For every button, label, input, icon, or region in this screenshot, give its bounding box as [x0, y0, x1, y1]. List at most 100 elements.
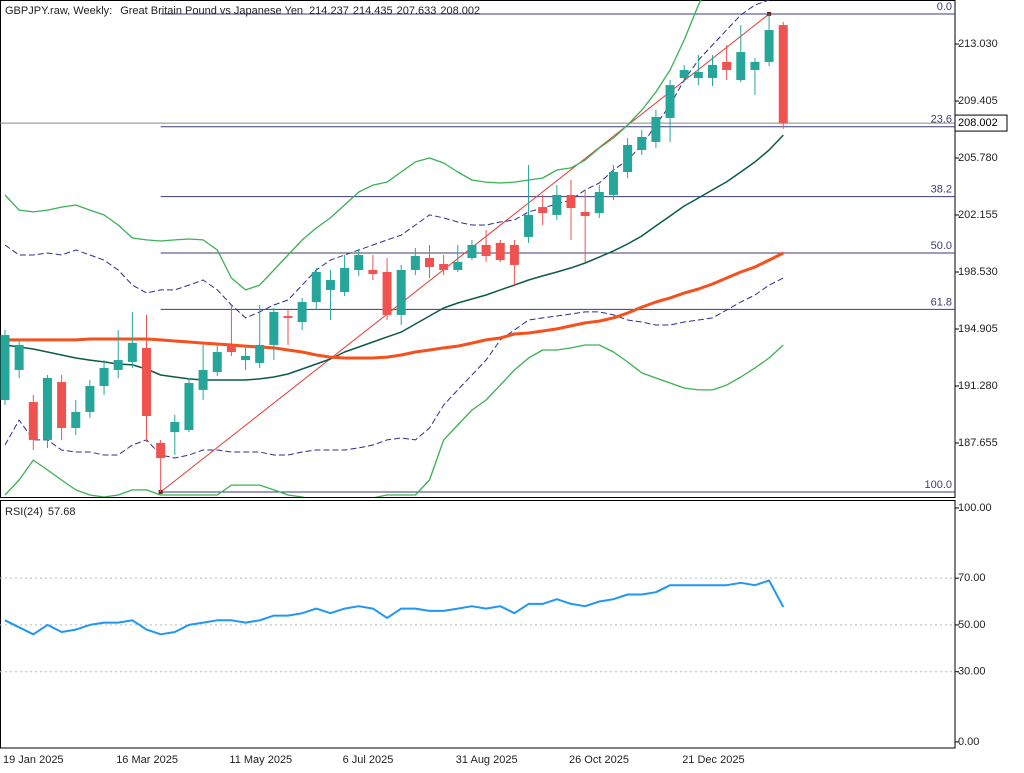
indicator-line	[4, 277, 784, 459]
indicator-line	[4, 0, 702, 291]
rsi-plot	[0, 577, 955, 673]
indicator-line	[4, 134, 784, 381]
candle-body	[623, 144, 633, 173]
y-tick-label: 202.155	[958, 209, 998, 221]
description: Great Britain Pound vs Japanese Yen	[120, 5, 303, 17]
current-price-label: 208.002	[958, 117, 998, 129]
last-high: 214.435	[353, 5, 393, 17]
fib-level-label: 38.2	[931, 183, 952, 195]
price-panel-frame	[0, 0, 956, 498]
candle-body	[14, 344, 24, 370]
candle-body	[453, 261, 463, 270]
last-close: 208.002	[440, 5, 480, 17]
candle-body	[325, 280, 335, 290]
rsi-tick-label: 70.00	[958, 572, 986, 584]
candle-body	[255, 344, 265, 364]
candle-body	[85, 385, 95, 412]
fib-level-label: 0.0	[937, 1, 952, 13]
candle-body	[42, 377, 52, 440]
rsi-tick-label: 30.00	[958, 666, 986, 678]
x-tick-label: 6 Jul 2025	[343, 754, 394, 766]
indicator-line	[4, 0, 770, 319]
candle-body	[283, 316, 293, 318]
candle-body	[580, 211, 590, 217]
y-tick-label: 194.905	[958, 323, 998, 335]
candle-body	[184, 383, 194, 431]
candle-body	[212, 352, 222, 373]
y-tick-label: 187.655	[958, 437, 998, 449]
candle-body	[297, 302, 307, 323]
candle-body	[311, 272, 321, 303]
candle-body	[651, 116, 661, 142]
chart-header: GBPJPY.raw, Weekly: Great Britain Pound v…	[5, 5, 480, 17]
candle-body	[354, 255, 364, 270]
x-tick-label: 19 Jan 2025	[3, 754, 64, 766]
y-tick-label: 198.530	[958, 266, 998, 278]
rsi-tick-label: 100.00	[958, 502, 992, 514]
fib-level-label: 100.0	[924, 479, 952, 491]
indicator-line	[5, 251, 784, 360]
candle-body	[241, 355, 251, 361]
candle-body	[368, 269, 378, 275]
candle-body	[722, 61, 732, 70]
fib-level-label: 23.6	[931, 114, 952, 126]
price-plot	[0, 0, 955, 497]
candle-body	[495, 242, 505, 261]
candle-body	[396, 269, 406, 315]
candle-body	[113, 360, 123, 370]
candle-body	[637, 136, 647, 150]
candle-body	[127, 342, 137, 362]
candle-body	[340, 267, 350, 292]
candle-body	[439, 263, 449, 270]
fib-level-label: 61.8	[931, 296, 952, 308]
candle-body	[170, 422, 180, 433]
candle-body	[226, 344, 236, 353]
candle-body	[552, 194, 562, 215]
candle-body	[28, 402, 38, 440]
candle-body	[750, 61, 760, 70]
axes: 213.030 209.405 205.780 202.155 198.530 194.9…	[3, 1, 1008, 766]
x-tick-label: 21 Dec 2025	[682, 754, 744, 766]
candle-body	[509, 244, 519, 265]
x-tick-label: 31 Aug 2025	[456, 754, 518, 766]
candle-body	[764, 30, 774, 62]
candle-body	[566, 194, 576, 209]
candle-body	[57, 382, 67, 428]
current-price-box	[954, 114, 1008, 132]
last-open: 214.237	[309, 5, 349, 17]
x-tick-label: 11 May 2025	[229, 754, 292, 766]
candle-body	[538, 207, 548, 214]
y-tick-label: 191.280	[958, 380, 998, 392]
y-tick-label: 205.780	[958, 152, 998, 164]
x-tick-label: 26 Oct 2025	[569, 754, 629, 766]
rsi-tick-label: 0.00	[958, 736, 979, 748]
candle-body	[693, 72, 703, 78]
rsi-tick-label: 50.00	[958, 619, 986, 631]
last-low: 207.633	[397, 5, 437, 17]
candle-body	[382, 272, 392, 315]
rsi-line	[4, 579, 785, 636]
candle-body	[198, 369, 208, 390]
y-tick-label: 213.030	[958, 38, 998, 50]
candle-body	[665, 85, 675, 118]
symbol: GBPJPY.raw, Weekly:	[5, 5, 112, 17]
y-tick-label: 209.405	[958, 95, 998, 107]
candle-body	[99, 367, 109, 386]
candle-body	[269, 311, 279, 345]
candle-body	[0, 335, 10, 400]
x-tick-label: 16 Mar 2025	[116, 754, 178, 766]
candle-body	[524, 214, 534, 237]
rsi-label: RSI(24)	[5, 506, 43, 518]
candle-body	[608, 172, 618, 195]
rsi-header: RSI(24) 57.68	[5, 506, 75, 518]
rsi-panel-frame	[0, 500, 956, 749]
candle-body	[142, 347, 151, 417]
candle-body	[71, 411, 81, 428]
rsi-last: 57.68	[48, 506, 76, 518]
candle-body	[425, 258, 434, 267]
indicator-line	[4, 344, 784, 497]
candle-body	[467, 244, 477, 259]
candle-body	[778, 25, 788, 124]
